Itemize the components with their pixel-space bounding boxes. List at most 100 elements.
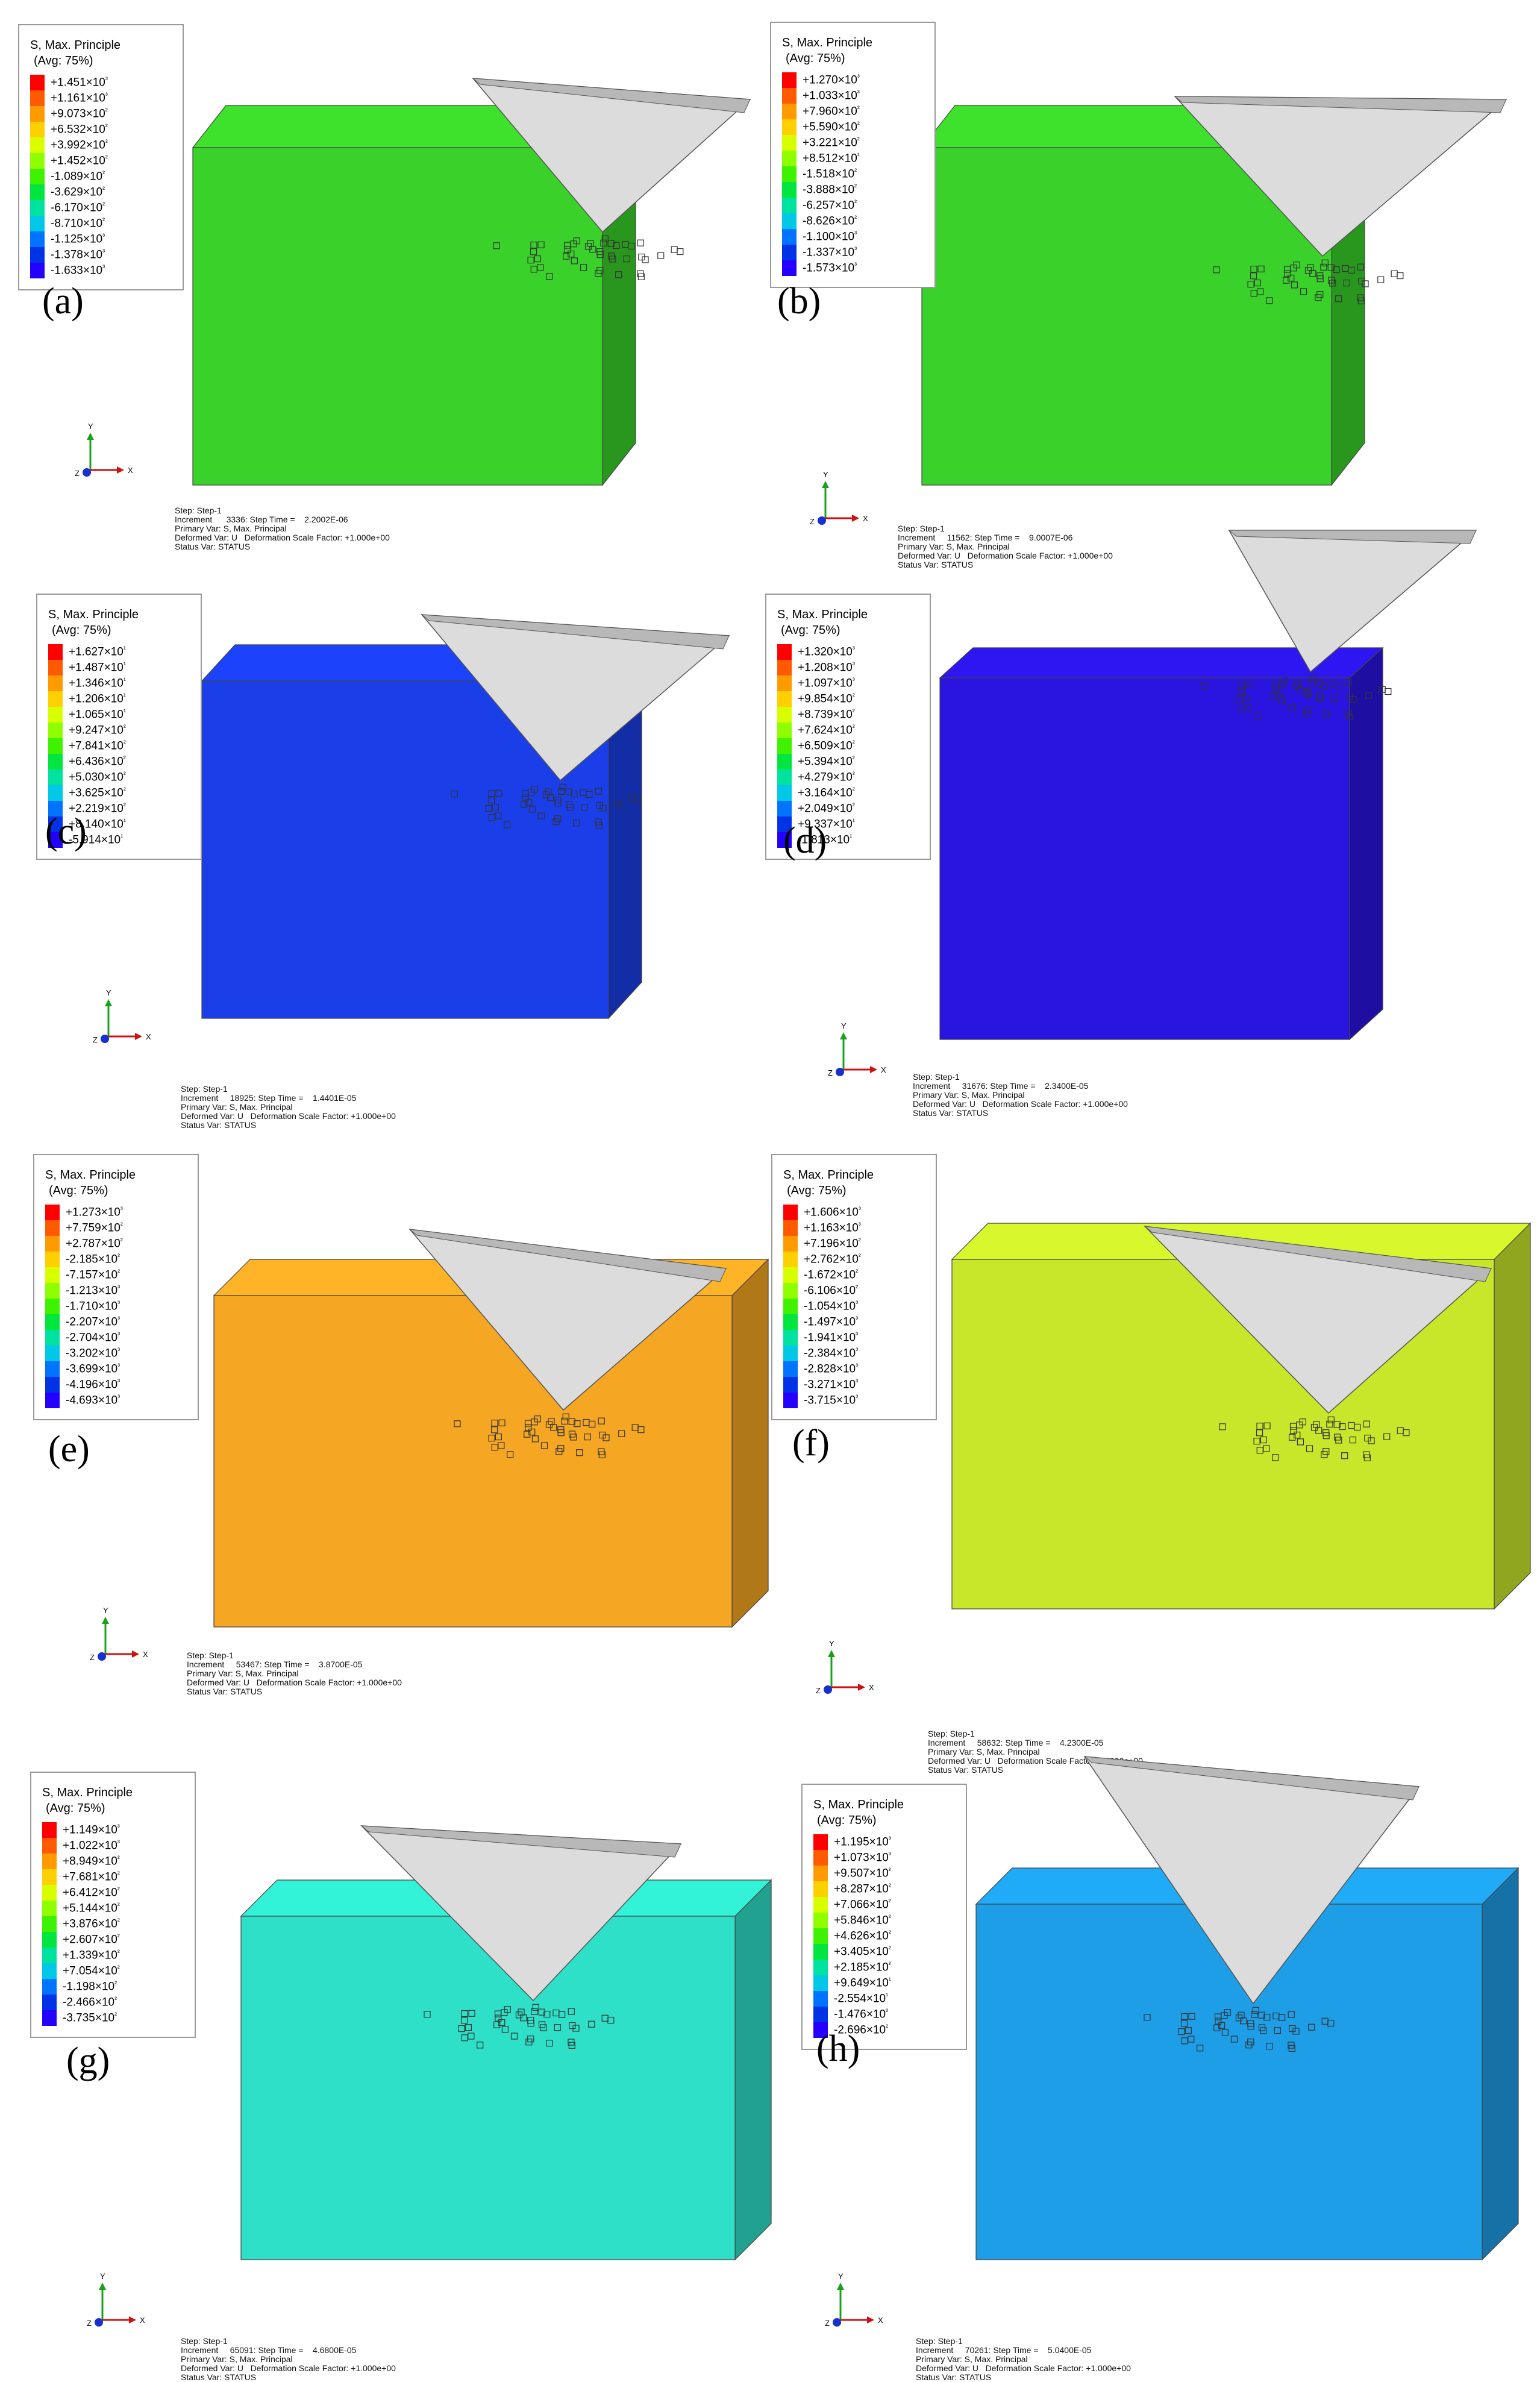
legend-swatch — [48, 801, 63, 816]
legend-row: +1.206×10¹ — [48, 691, 190, 707]
legend-row: -2.384×10³ — [783, 1346, 925, 1361]
legend-swatch — [30, 122, 45, 137]
legend-value: +1.346×10¹ — [69, 676, 126, 690]
specimen-front-face — [921, 147, 1332, 486]
legend-swatch — [783, 1220, 798, 1236]
legend-swatch — [782, 182, 797, 198]
panel-c: Y X Z S, Max. Principle (Avg: 75%) +1.627×10¹… — [0, 578, 770, 1163]
legend-swatch — [48, 644, 63, 660]
step-info: Step: Step-1 Increment 70261: Step Time =… — [916, 2337, 1131, 2382]
legend-swatch — [45, 1377, 60, 1393]
legend-row: +1.606×10³ — [783, 1205, 925, 1220]
axis-triad-icon: Y X Z — [90, 1606, 148, 1662]
legend-row: +1.097×10³ — [777, 675, 919, 691]
legend-value: +8.739×10² — [798, 707, 855, 721]
legend-value: -2.384×10³ — [804, 1346, 859, 1360]
axis-triad-icon: Y X Z — [816, 1639, 874, 1695]
legend-swatch — [30, 263, 45, 278]
legend-row: +4.279×10² — [777, 769, 919, 785]
step-info-deformed: Deformed Var: U Deformation Scale Factor… — [187, 1678, 402, 1687]
step-info-deformed: Deformed Var: U Deformation Scale Factor… — [175, 533, 390, 542]
legend-value: -1.710×10³ — [66, 1299, 121, 1313]
legend-value: -3.735×10² — [63, 2011, 117, 2025]
legend-swatch — [783, 1267, 798, 1283]
legend-title: S, Max. Principle — [30, 39, 121, 52]
legend-swatch — [48, 675, 63, 691]
legend-row: -1.710×10³ — [45, 1299, 187, 1314]
legend-title: S, Max. Principle — [782, 36, 873, 49]
legend-value: +1.273×10³ — [66, 1205, 123, 1219]
legend-swatch — [42, 1869, 57, 1885]
legend-row: -3.699×10³ — [45, 1361, 187, 1377]
fem-scene: Y X Z — [90, 1229, 769, 1662]
step-info-step: Step: Step-1 — [175, 506, 222, 515]
legend-value: -3.699×10³ — [66, 1362, 121, 1376]
legend-avg: (Avg: 75%) — [781, 624, 840, 637]
legend-value: +3.221×10² — [803, 136, 860, 149]
legend-value: +5.590×10² — [803, 120, 860, 134]
legend-avg: (Avg: 75%) — [52, 624, 111, 637]
cutting-tool-edge — [421, 614, 730, 650]
contour-legend: S, Max. Principle (Avg: 75%) +1.273×10³ +7.… — [33, 1154, 199, 1420]
legend-swatch — [777, 816, 792, 832]
legend-swatch — [813, 1991, 828, 2007]
legend-value: -3.271×10³ — [804, 1377, 859, 1391]
legend-avg: (Avg: 75%) — [817, 1814, 877, 1827]
legend-swatch — [45, 1252, 60, 1267]
specimen-side-face — [731, 1258, 769, 1628]
panel-d: Y X Z S, Max. Principle (Avg: 75%) +1.320×10³… — [765, 530, 1540, 1163]
step-info: Step: Step-1 Increment 58632: Step Time =… — [928, 1729, 1143, 1775]
step-info-primary: Primary Var: S, Max. Principal — [928, 1747, 1040, 1757]
legend-value: +3.164×10² — [798, 786, 855, 800]
legend-swatch — [782, 260, 797, 276]
legend-row: -1.100×10³ — [782, 229, 924, 245]
contour-legend: S, Max. Principle (Avg: 75%) +1.149×10³ +1.… — [30, 1772, 196, 2038]
legend-swatch — [783, 1299, 798, 1314]
panel-h: Y X Z S, Max. Principle (Avg: 75%) +1.195×10³… — [770, 1756, 1540, 2382]
legend-row: +1.627×10¹ — [48, 644, 190, 660]
specimen-side-face — [1482, 1867, 1519, 2261]
legend-value: -1.378×10³ — [51, 248, 105, 262]
legend-row: +1.320×10³ — [777, 644, 919, 660]
step-info-step: Step: Step-1 — [898, 524, 945, 533]
svg-text:X: X — [146, 1032, 151, 1041]
legend-value: +7.624×10² — [798, 723, 855, 737]
legend-row: +5.394×10² — [777, 754, 919, 769]
legend-swatch — [782, 135, 797, 151]
legend-row: +1.208×10³ — [777, 660, 919, 675]
legend-swatch — [783, 1393, 798, 1408]
svg-text:Z: Z — [816, 1686, 821, 1695]
legend-value: +1.195×10³ — [834, 1835, 891, 1849]
panel-label: (h) — [816, 2028, 860, 2069]
legend-value: -6.170×10² — [51, 201, 105, 215]
legend-swatch — [813, 1960, 828, 1975]
legend-swatch — [45, 1361, 60, 1377]
step-info-status: Status Var: STATUS — [175, 542, 251, 551]
legend-value: -6.106×10² — [804, 1283, 859, 1297]
damage-zone — [1144, 2007, 1335, 2052]
legend-value: -3.888×10² — [803, 183, 857, 196]
legend-row: -1.337×10³ — [782, 245, 924, 260]
svg-text:Z: Z — [828, 1068, 833, 1077]
legend-swatch — [42, 1948, 57, 1963]
legend-swatch — [777, 675, 792, 691]
legend-row: +7.624×10² — [777, 722, 919, 738]
legend-value: -1.213×10³ — [66, 1283, 121, 1297]
legend-swatch — [777, 660, 792, 675]
legend-swatch — [42, 1885, 57, 1901]
legend-row: -3.629×10² — [30, 184, 172, 200]
svg-text:Y: Y — [829, 1639, 834, 1648]
legend-row: +1.149×10³ — [42, 1822, 184, 1838]
legend-row: +2.762×10² — [783, 1252, 925, 1267]
legend-value: -6.257×10² — [803, 198, 857, 212]
svg-text:Z: Z — [810, 517, 815, 526]
legend-row: +2.049×10² — [777, 801, 919, 816]
legend-value: +4.279×10² — [798, 770, 855, 784]
legend-row: -2.207×10³ — [45, 1314, 187, 1330]
legend-swatch — [783, 1236, 798, 1252]
legend-row: +1.073×10³ — [813, 1850, 955, 1866]
legend-value: +9.854×10² — [798, 692, 855, 706]
fem-scene: Y X Z — [93, 614, 730, 1044]
fem-scene: Y X Z — [810, 96, 1508, 526]
legend-swatch — [42, 1822, 57, 1838]
